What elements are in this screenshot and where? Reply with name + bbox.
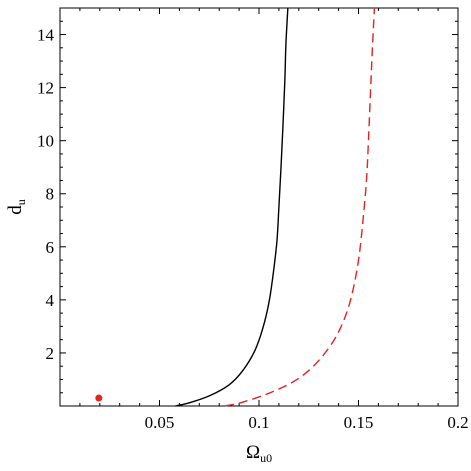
x-tick-label: 0.2 bbox=[447, 413, 468, 432]
y-tick-label: 10 bbox=[37, 132, 54, 151]
y-axis-label: du bbox=[5, 199, 28, 215]
x-axis-label-sub: u0 bbox=[260, 451, 272, 465]
x-tick-label: 0.15 bbox=[344, 413, 374, 432]
x-axis-ticks: 0.05 0.1 0.15 0.2 bbox=[79, 8, 469, 432]
series-line-dashed bbox=[225, 7, 376, 407]
y-tick-label: 6 bbox=[46, 238, 55, 257]
plot-frame bbox=[59, 7, 459, 407]
data-point bbox=[95, 394, 103, 402]
y-tick-label: 8 bbox=[46, 185, 55, 204]
series-layer bbox=[175, 7, 376, 407]
x-tick-label: 0.1 bbox=[248, 413, 269, 432]
y-tick-label: 4 bbox=[46, 291, 55, 310]
x-tick-label: 0.05 bbox=[145, 413, 175, 432]
series-line-solid bbox=[175, 7, 289, 407]
y-axis-label-sub: u bbox=[14, 199, 28, 205]
y-tick-label: 14 bbox=[37, 26, 55, 45]
x-axis-label: Ωu0 bbox=[246, 442, 272, 465]
x-axis-label-main: Ω bbox=[246, 442, 260, 463]
y-tick-label: 2 bbox=[46, 344, 55, 363]
points-layer bbox=[95, 394, 103, 402]
y-tick-label: 12 bbox=[37, 79, 54, 98]
y-axis-ticks: 2 4 6 8 10 12 14 bbox=[37, 20, 458, 394]
y-axis-label-main: d bbox=[5, 205, 26, 215]
